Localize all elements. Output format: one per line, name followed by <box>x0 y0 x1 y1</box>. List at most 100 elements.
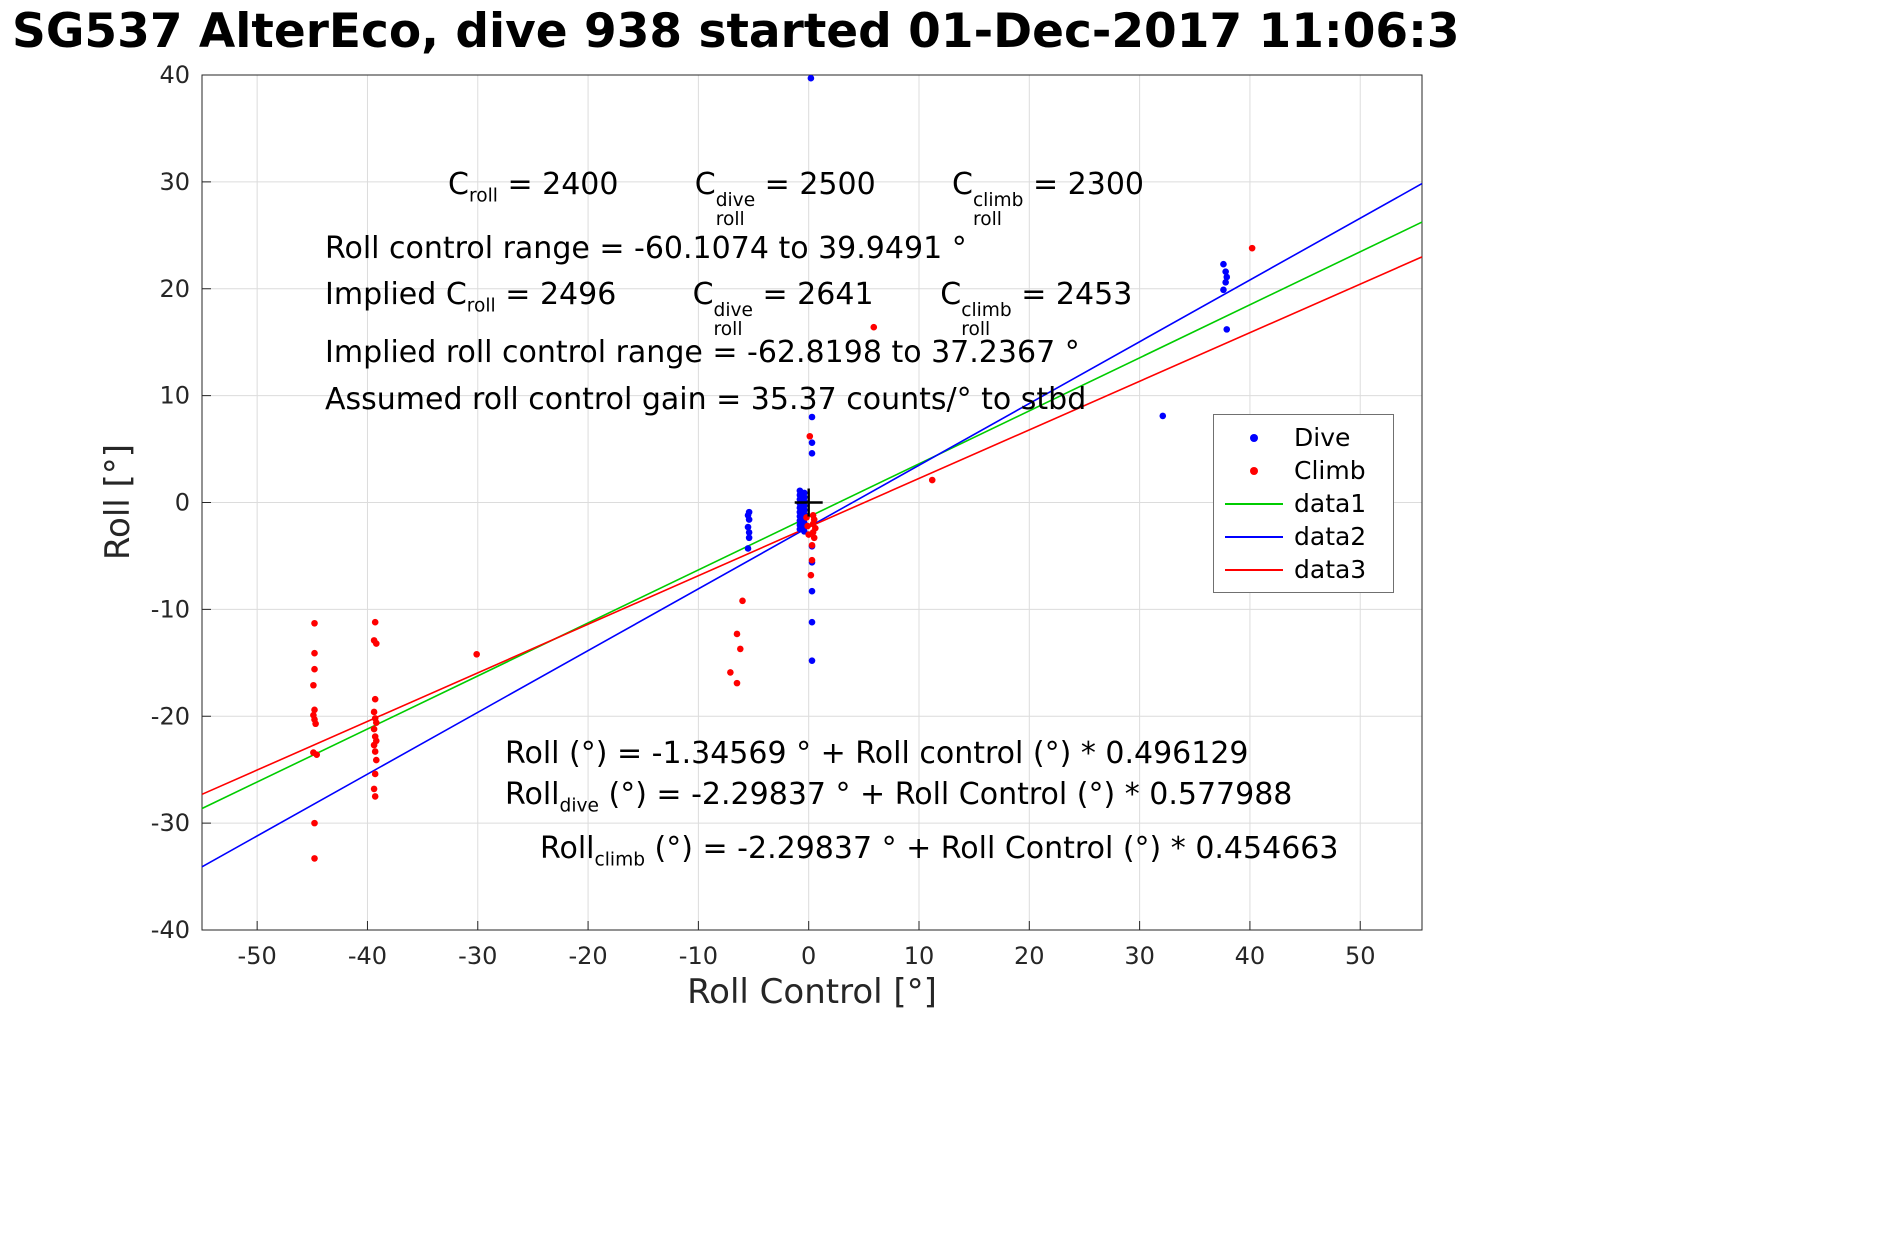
y-tick-label: -30 <box>151 809 190 837</box>
legend-label: data3 <box>1294 555 1367 584</box>
y-tick-labels: -40 -30 -20 -10 0 10 20 30 40 <box>151 61 190 944</box>
scatter-point <box>371 770 379 778</box>
x-tick-label: -20 <box>568 942 607 970</box>
x-tick-label: -40 <box>348 942 387 970</box>
y-tick-label: 30 <box>159 168 190 196</box>
legend-line-marker <box>1214 502 1294 505</box>
scatter-point <box>805 531 812 538</box>
y-tick-label: 20 <box>159 275 190 303</box>
x-axis-label: Roll Control [°] <box>687 972 937 1012</box>
scatter-point <box>744 512 752 519</box>
scatter-point <box>808 618 816 626</box>
scatter-point <box>807 74 815 82</box>
annotation-roll-control-range: Roll control range = -60.1074 to 39.9491… <box>325 231 967 266</box>
y-tick-label: 10 <box>159 382 190 410</box>
scatter-point <box>370 785 378 793</box>
scatter-point <box>311 665 318 673</box>
scatter-point <box>737 645 744 653</box>
scatter-point <box>311 619 318 627</box>
scatter-point <box>1222 279 1229 286</box>
y-tick-label: 0 <box>175 489 190 517</box>
scatter-point <box>372 719 380 726</box>
scatter-point <box>372 640 380 647</box>
scatter-point <box>312 720 319 728</box>
scatter-point <box>808 439 816 446</box>
scatter-series-climb <box>310 244 1256 862</box>
legend: Dive Climb data1 data2 data3 <box>1213 414 1394 593</box>
annotation-equation-roll-climb: Rollclimb (°) = -2.29837 ° + Roll Contro… <box>540 831 1339 871</box>
scatter-point <box>473 650 480 658</box>
scatter-point <box>727 669 734 676</box>
scatter-point <box>1222 268 1229 275</box>
scatter-point <box>1220 260 1227 268</box>
y-tick-label: 40 <box>159 61 190 89</box>
scatter-point <box>371 748 379 755</box>
scatter-point <box>313 751 321 759</box>
legend-label: data2 <box>1294 522 1367 551</box>
scatter-point <box>370 725 378 733</box>
x-tick-label: 30 <box>1124 942 1155 970</box>
y-tick-label: -10 <box>151 595 190 623</box>
scatter-point <box>928 476 936 484</box>
scatter-point <box>804 522 811 530</box>
origin-plus-marker <box>794 488 823 517</box>
scatter-point <box>311 649 318 657</box>
scatter-point <box>808 541 816 549</box>
scatter-point <box>808 556 816 564</box>
scatter-point <box>370 741 378 749</box>
scatter-point <box>370 708 378 716</box>
x-tick-label: -10 <box>679 942 718 970</box>
annotation-equation-roll: Roll (°) = -1.34569 ° + Roll control (°)… <box>505 736 1249 771</box>
scatter-point <box>311 855 318 862</box>
legend-entry-data3: data3 <box>1214 553 1393 586</box>
y-tick-label: -20 <box>151 702 190 730</box>
legend-entry-data2: data2 <box>1214 520 1393 553</box>
scatter-point <box>810 534 818 542</box>
scatter-point <box>808 657 816 664</box>
scatter-point <box>1223 273 1231 281</box>
y-axis-label: Roll [°] <box>98 443 138 561</box>
x-tick-label: 20 <box>1014 942 1045 970</box>
legend-entry-climb: Climb <box>1214 454 1393 487</box>
scatter-point <box>372 756 380 764</box>
annotation-implied-roll-control-range: Implied roll control range = -62.8198 to… <box>325 335 1080 370</box>
scatter-point <box>371 695 379 703</box>
figure-title: SG537 AlterEco, dive 938 started 01-Dec-… <box>12 4 1460 59</box>
scatter-point <box>310 681 317 689</box>
scatter-point <box>870 323 878 331</box>
scatter-point <box>733 630 741 638</box>
scatter-point <box>733 679 741 687</box>
scatter-point <box>808 413 816 421</box>
scatter-point <box>1159 412 1167 420</box>
scatter-point <box>371 618 379 626</box>
x-tick-label: 50 <box>1345 942 1376 970</box>
legend-label: data1 <box>1294 489 1367 518</box>
annotation-assumed-gain: Assumed roll control gain = 35.37 counts… <box>325 382 1087 417</box>
x-tick-labels: -50 -40 -30 -20 -10 0 10 20 30 40 50 <box>238 942 1376 970</box>
legend-label: Climb <box>1294 456 1366 485</box>
scatter-point <box>1220 286 1227 294</box>
y-tick-label: -40 <box>151 916 190 944</box>
scatter-point <box>808 450 816 457</box>
scatter-point <box>806 432 814 440</box>
legend-entry-dive: Dive <box>1214 421 1393 454</box>
x-tick-label: -30 <box>458 942 497 970</box>
scatter-point <box>808 587 816 595</box>
legend-line-marker <box>1214 568 1294 571</box>
annotation-equation-roll-dive: Rolldive (°) = -2.29837 ° + Roll Control… <box>505 777 1293 817</box>
scatter-point <box>745 529 753 536</box>
scatter-point <box>807 571 815 579</box>
scatter-point <box>311 706 318 714</box>
legend-label: Dive <box>1294 423 1351 452</box>
scatter-point <box>745 534 753 542</box>
legend-dot-marker <box>1214 466 1294 475</box>
scatter-point <box>311 819 318 827</box>
scatter-point <box>744 523 752 531</box>
x-tick-label: 10 <box>904 942 935 970</box>
x-tick-label: 40 <box>1235 942 1266 970</box>
legend-line-marker <box>1214 535 1294 538</box>
scatter-point <box>1223 326 1231 333</box>
